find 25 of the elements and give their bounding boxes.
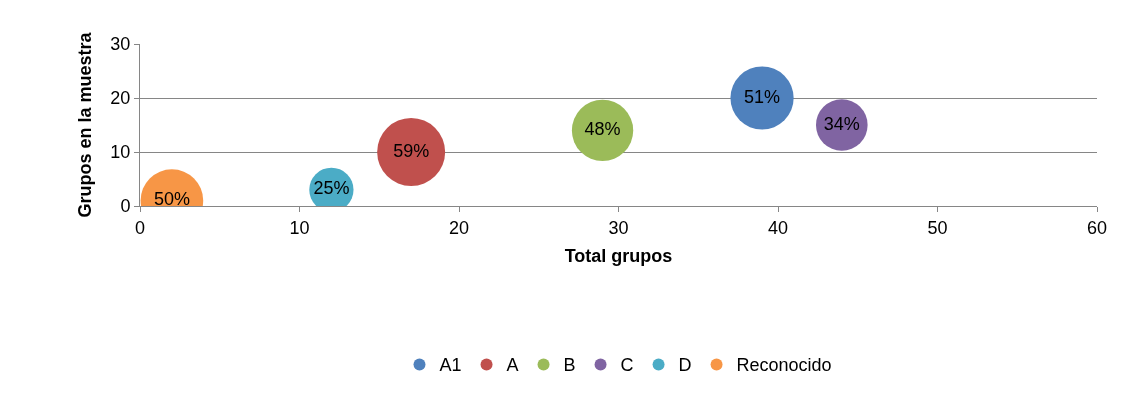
data-label: 34% (823, 113, 860, 134)
legend-label: B (563, 355, 576, 376)
legend-label: D (678, 355, 692, 376)
legend-label: A (506, 355, 519, 376)
x-tick-label: 0 (134, 217, 146, 238)
data-label: 59% (393, 140, 430, 161)
y-tick-label: 0 (120, 196, 131, 217)
y-axis-title: Grupos en la muestra (74, 31, 95, 218)
x-tick-label: 30 (608, 217, 629, 238)
x-tick-label: 40 (767, 217, 789, 238)
legend-label: A1 (439, 355, 462, 376)
data-label: 50% (153, 189, 190, 210)
data-label: 25% (313, 178, 350, 199)
x-tick-label: 50 (927, 217, 948, 238)
legend-label: Reconocido (736, 355, 832, 376)
x-tick-label: 10 (289, 217, 310, 238)
y-tick-label: 20 (110, 88, 131, 109)
data-label: 51% (744, 86, 781, 107)
data-label: 48% (584, 118, 621, 139)
y-tick-label: 10 (110, 142, 131, 163)
x-axis-title: Total grupos (564, 245, 673, 266)
legend-label: C (620, 355, 634, 376)
x-tick-label: 60 (1086, 217, 1108, 238)
x-tick-label: 20 (448, 217, 470, 238)
y-tick-label: 30 (110, 34, 131, 55)
